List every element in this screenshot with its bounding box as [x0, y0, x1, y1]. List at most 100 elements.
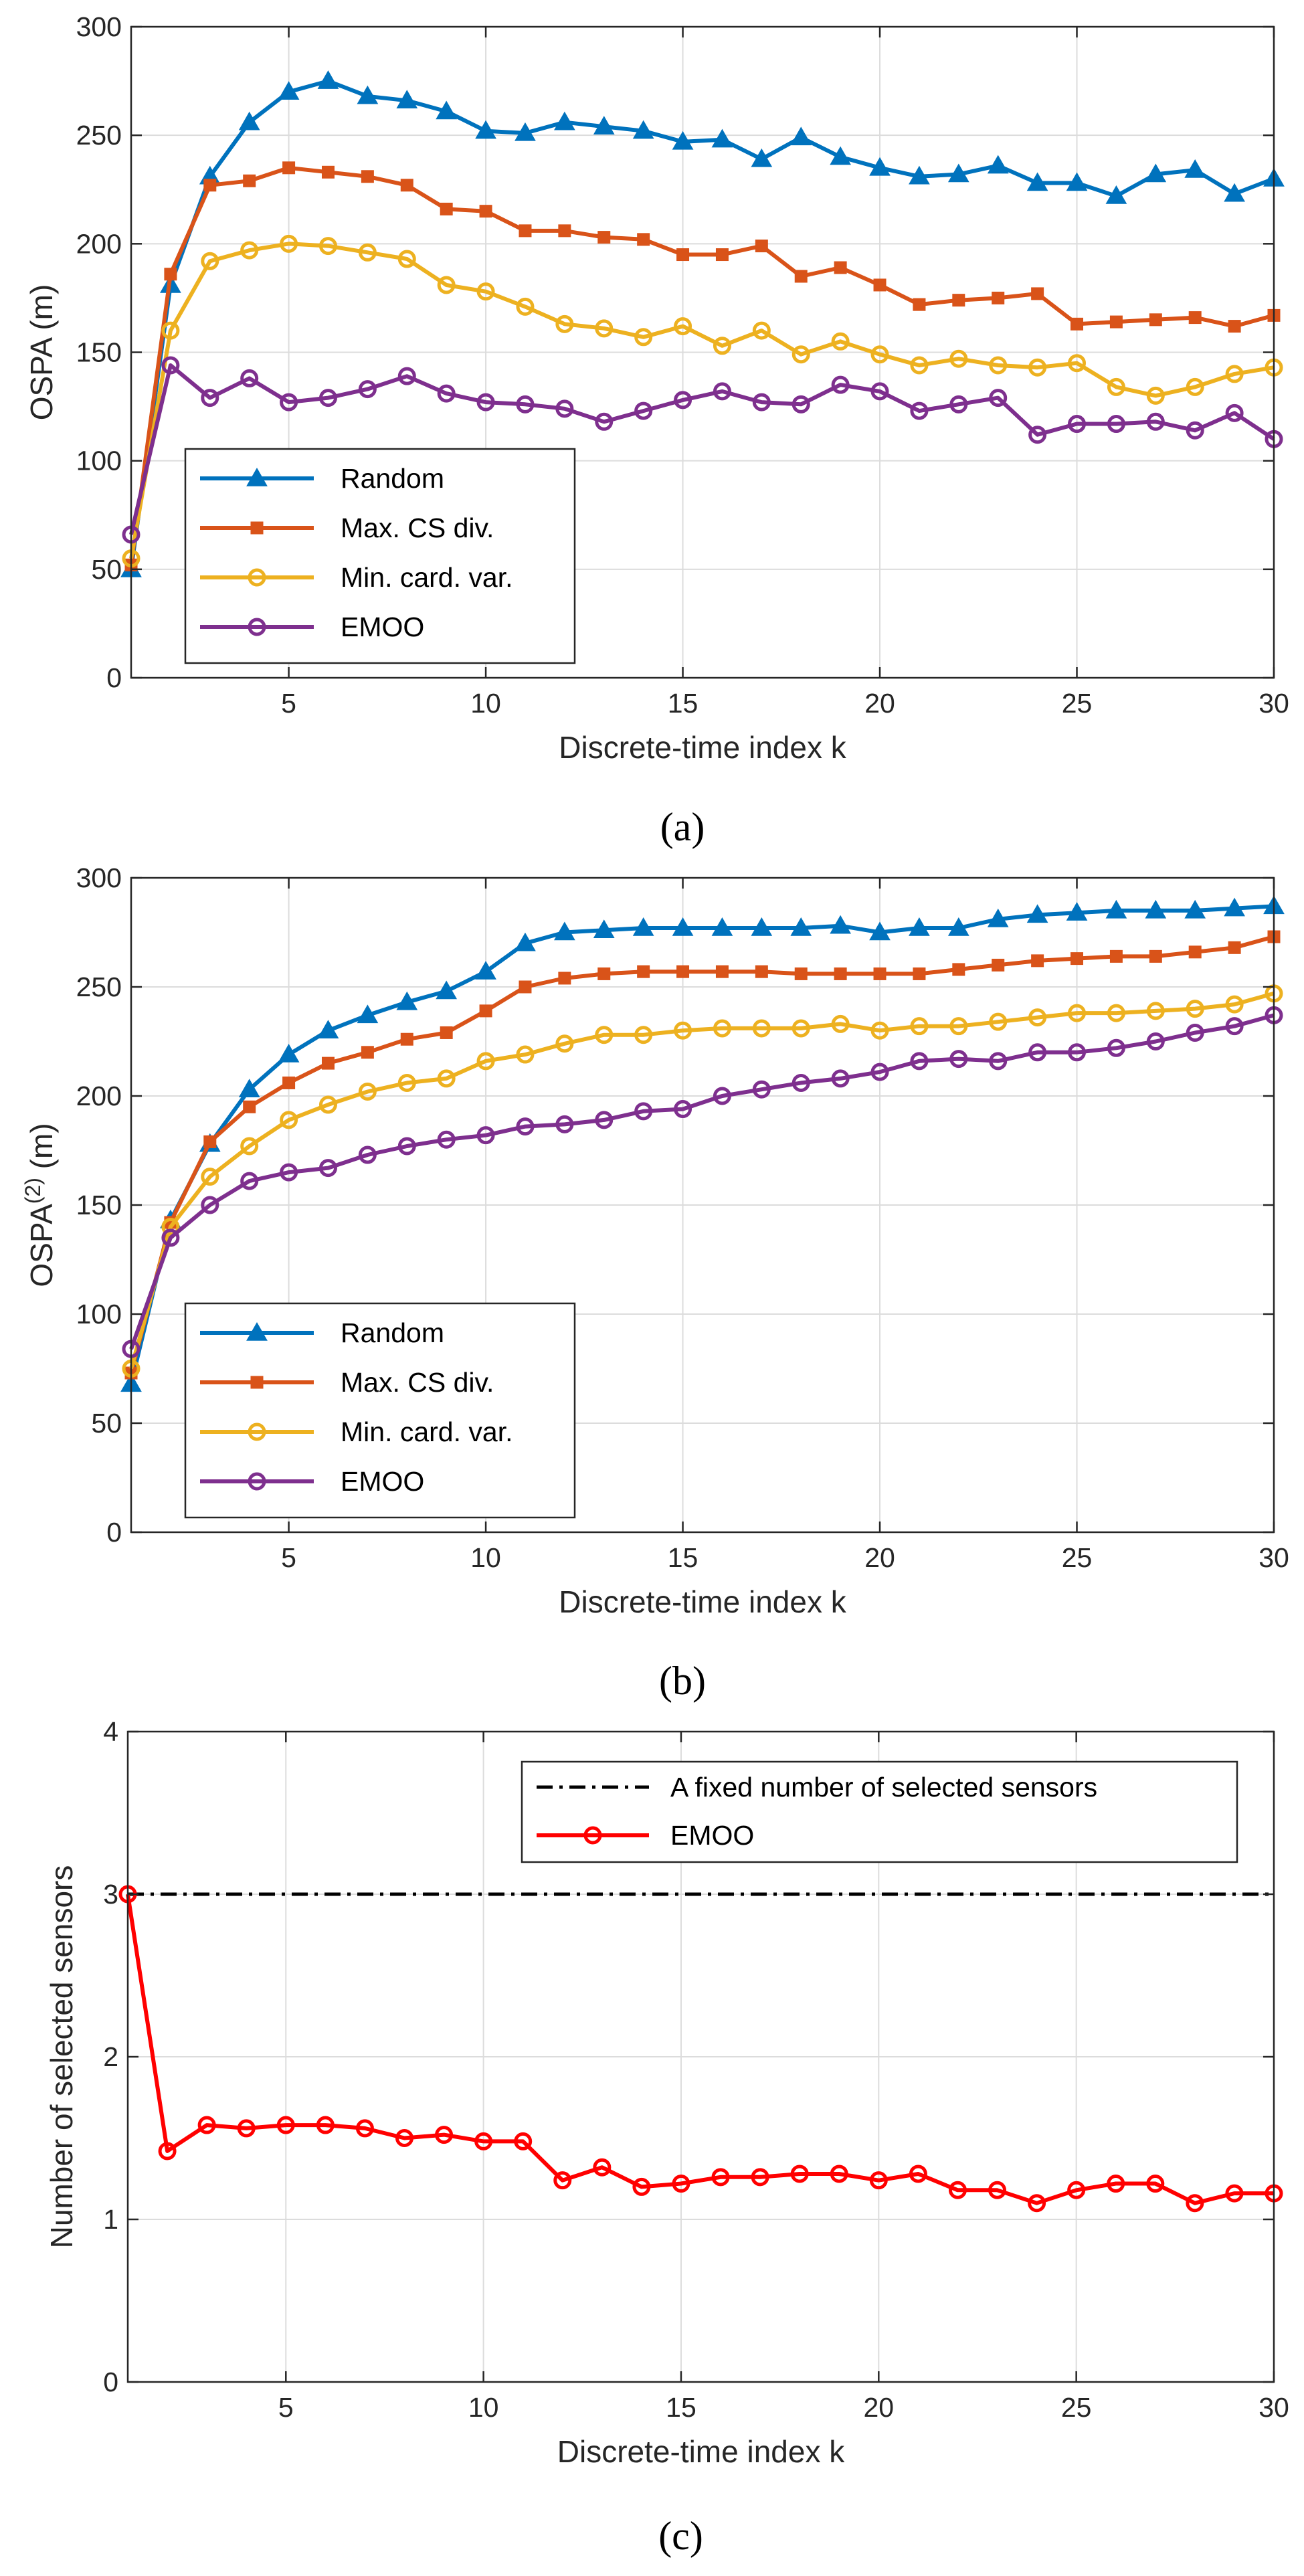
- data-point: [400, 1032, 413, 1046]
- x-tick-label: 10: [468, 2392, 499, 2423]
- panel-caption: (a): [660, 805, 705, 849]
- data-point: [516, 395, 535, 413]
- data-point: [870, 345, 889, 364]
- data-point: [278, 81, 300, 100]
- y-tick-label: 300: [76, 862, 122, 893]
- data-point: [947, 917, 969, 936]
- data-point: [595, 1026, 614, 1044]
- data-point: [1228, 320, 1241, 333]
- series-min-card-var-: [122, 234, 1283, 568]
- data-point: [755, 965, 768, 978]
- x-tick-label: 5: [278, 2392, 294, 2423]
- data-point: [632, 2177, 651, 2196]
- data-point: [1146, 1002, 1165, 1020]
- panel-caption: (b): [659, 1659, 706, 1703]
- data-point: [240, 369, 259, 387]
- data-point: [1186, 1000, 1204, 1018]
- legend-marker: [250, 521, 264, 535]
- data-point: [316, 2116, 335, 2134]
- y-tick-label: 0: [106, 1517, 122, 1548]
- data-point: [240, 1172, 259, 1190]
- data-point: [869, 157, 891, 176]
- series-max-cs-div-: [124, 930, 1281, 1380]
- data-point: [1149, 313, 1162, 327]
- data-point: [1107, 2175, 1125, 2193]
- data-point: [437, 384, 456, 403]
- data-point: [243, 174, 256, 187]
- data-point: [519, 224, 532, 238]
- data-point: [201, 1168, 219, 1186]
- data-point: [1186, 377, 1204, 396]
- data-point: [909, 165, 930, 185]
- data-point: [397, 1073, 416, 1092]
- data-point: [713, 382, 731, 401]
- data-point: [437, 1069, 456, 1088]
- data-point: [201, 1196, 219, 1214]
- x-tick-label: 15: [668, 688, 698, 719]
- data-point: [637, 965, 650, 978]
- data-point: [715, 248, 729, 262]
- legend-marker: [246, 467, 268, 486]
- data-point: [593, 2158, 612, 2177]
- data-point: [711, 2168, 730, 2187]
- data-point: [1028, 358, 1047, 377]
- legend: A fixed number of selected sensors EMOO: [521, 1760, 1238, 1863]
- legend-label: Random: [341, 1317, 444, 1348]
- data-point: [203, 179, 217, 192]
- data-point: [1145, 899, 1167, 919]
- data-point: [1184, 899, 1206, 919]
- data-point: [831, 1069, 850, 1088]
- data-point: [558, 224, 571, 238]
- data-point: [1186, 2194, 1204, 2213]
- data-point: [791, 395, 810, 413]
- data-point: [479, 205, 492, 218]
- data-point: [870, 382, 889, 401]
- data-point: [1225, 365, 1244, 383]
- data-point: [597, 967, 611, 980]
- y-axis-label: OSPA (m): [24, 284, 59, 421]
- data-point: [794, 967, 808, 980]
- data-point: [317, 70, 339, 89]
- y-tick-label: 3: [103, 1879, 118, 1910]
- data-point: [674, 1100, 692, 1119]
- data-point: [161, 321, 180, 340]
- data-point: [752, 1019, 771, 1038]
- data-point: [1107, 377, 1125, 396]
- data-point: [595, 319, 614, 338]
- data-point: [358, 1082, 377, 1101]
- data-point: [355, 2119, 374, 2138]
- y-tick-label: 250: [76, 972, 122, 1002]
- data-point: [910, 1017, 929, 1036]
- data-point: [910, 401, 929, 420]
- data-point: [1109, 315, 1123, 329]
- y-axis-label-unit: (m): [24, 1123, 59, 1178]
- data-point: [161, 356, 180, 375]
- data-point: [161, 1218, 180, 1236]
- data-point: [791, 1019, 810, 1038]
- data-point: [674, 317, 692, 336]
- data-point: [1028, 426, 1047, 444]
- data-point: [672, 917, 694, 936]
- data-point: [396, 991, 418, 1010]
- data-point: [637, 233, 650, 246]
- data-point: [1028, 2194, 1046, 2213]
- data-point: [989, 356, 1008, 375]
- panel-caption: (c): [658, 2514, 703, 2558]
- x-tick-label: 25: [1062, 1542, 1093, 1573]
- legend-label: Min. card. var.: [341, 1416, 513, 1447]
- data-point: [440, 1026, 453, 1039]
- chart-panel-c: 5 10 15 20 25 30 0 1 2 3 4 Discrete-time index k Num…: [44, 1716, 1289, 2558]
- data-point: [358, 243, 377, 262]
- y-axis-label-main: OSPA (m): [24, 284, 59, 421]
- data-point: [515, 122, 536, 141]
- data-point: [282, 1076, 296, 1089]
- data-point: [870, 1021, 889, 1040]
- data-point: [1066, 172, 1088, 191]
- legend-label: EMOO: [341, 612, 424, 642]
- x-tick-label: 30: [1259, 688, 1289, 719]
- data-point: [1225, 2184, 1244, 2203]
- data-point: [593, 919, 615, 938]
- y-tick-label: 4: [103, 1716, 118, 1747]
- data-point: [988, 2181, 1007, 2199]
- data-point: [321, 165, 335, 179]
